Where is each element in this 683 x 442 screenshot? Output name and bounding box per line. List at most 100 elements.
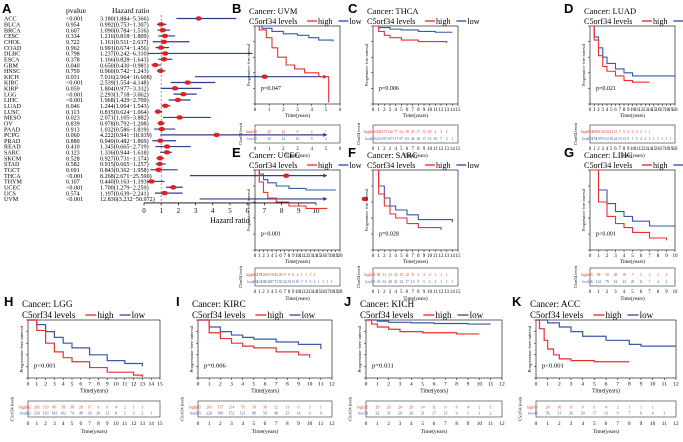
- km-y-axis-title: Progression−free interval: [189, 325, 194, 372]
- forest-point: [160, 39, 168, 44]
- forest-pvalue: 0.722: [66, 40, 80, 46]
- risk-x-axis-title: Time(years): [403, 154, 428, 159]
- risk-row-label-high: high: [527, 405, 535, 410]
- forest-pvalue: 0.107: [66, 180, 80, 186]
- risk-x-axis-title: Time(years): [81, 428, 108, 435]
- km-x-tick-label: 7: [411, 254, 414, 259]
- forest-cancer-label: MESO: [4, 116, 22, 122]
- risk-x-tick-label: 12: [439, 147, 444, 152]
- km-x-tick-label: 3: [389, 254, 392, 259]
- risk-count-high: 1: [640, 405, 642, 410]
- forest-pvalue: <0.001: [66, 17, 83, 23]
- km-x-tick-label: 4: [271, 254, 274, 259]
- risk-count-high: 2: [649, 273, 651, 277]
- km-pvalue: p=0.006: [379, 86, 399, 92]
- forest-hr-text: 1.345(0.665−2.719): [100, 144, 149, 151]
- km-x-tick-label: 12: [439, 108, 445, 113]
- forest-pvalue: 0.334: [66, 34, 80, 40]
- forest-point: [171, 86, 179, 91]
- risk-x-tick-label: 8: [286, 421, 289, 427]
- km-x-tick-label: 6: [614, 108, 617, 113]
- km-legend-low-label: low: [470, 310, 484, 320]
- risk-count-low: 38: [609, 137, 613, 141]
- km-x-tick-label: 15: [157, 382, 163, 388]
- risk-count-high: 175: [382, 130, 388, 134]
- risk-count-high: 4: [297, 273, 299, 277]
- forest-hr-text: 0.949(0.482−1.869): [100, 138, 149, 145]
- forest-point: [213, 132, 220, 138]
- forest-hr-text: 1.161(0.511−2.637): [100, 39, 148, 46]
- risk-y-axis-title: C5orf34 levels: [357, 265, 361, 288]
- forest-cancer-label: HNSC: [4, 69, 20, 75]
- risk-x-tick-label: 9: [292, 290, 295, 295]
- km-curve-low: [373, 169, 453, 222]
- risk-count-low: 1: [674, 280, 676, 284]
- risk-count-high: 185: [587, 273, 593, 277]
- km-title: Cancer: LGG: [22, 300, 73, 310]
- risk-count-low: 13: [604, 411, 608, 416]
- risk-count-high: 3: [309, 405, 311, 410]
- forest-point: [159, 27, 166, 33]
- risk-x-tick-label: 7: [88, 421, 91, 427]
- km-plot-frame: [372, 25, 459, 105]
- risk-count-low: 48: [388, 280, 392, 284]
- risk-count-high: 28: [279, 273, 283, 277]
- risk-count-low: 20: [287, 280, 291, 284]
- risk-count-low: 50: [279, 280, 283, 284]
- km-x-tick-label: 1: [377, 108, 380, 113]
- km-x-tick-label: 2: [282, 108, 285, 113]
- risk-table-frame: [535, 400, 677, 418]
- km-curve-low: [536, 319, 676, 347]
- km-pvalue: p=0.047: [261, 86, 281, 92]
- risk-x-tick-label: 5: [593, 421, 596, 427]
- forest-hr-text: 0.992(0.753−1.307): [100, 22, 149, 29]
- risk-x-tick-label: 6: [279, 290, 282, 295]
- km-x-tick-label: 5: [252, 382, 255, 388]
- risk-count-low: 1: [446, 280, 448, 284]
- km-x-tick-label: 1: [208, 382, 211, 388]
- forest-point: [161, 33, 169, 39]
- risk-x-tick-label: 8: [623, 147, 626, 152]
- km-x-axis-title: Time(years): [403, 258, 428, 265]
- risk-count-low: 63: [405, 137, 409, 141]
- km-x-tick-label: 18: [664, 108, 670, 113]
- forest-x-tick-label: 3: [194, 207, 198, 215]
- risk-count-low: 2: [434, 280, 436, 284]
- km-x-tick-label: 8: [623, 108, 626, 113]
- forest-x-tick-label: 7: [263, 207, 267, 215]
- forest-pvalue: 0.880: [66, 139, 80, 145]
- risk-x-tick-label: 2: [606, 290, 609, 295]
- km-x-tick-label: 14: [647, 108, 653, 113]
- km-x-tick-label: 6: [640, 254, 643, 259]
- panel-label-k: K: [512, 294, 522, 309]
- risk-x-tick-label: 2: [383, 147, 386, 152]
- risk-row-label-high: high: [357, 405, 365, 410]
- km-x-tick-label: 1: [258, 254, 261, 259]
- risk-x-axis-title: Time(years): [421, 428, 448, 435]
- forest-hr-text: 4.222(0.941−18.939): [100, 132, 152, 139]
- km-x-axis-title: Time(years): [420, 387, 448, 394]
- km-x-tick-label: 1: [593, 108, 596, 113]
- risk-count-high: 4: [467, 405, 469, 410]
- risk-x-axis-title: Time(years): [285, 154, 310, 159]
- risk-count-low: 1: [339, 137, 341, 141]
- km-x-tick-label: 2: [262, 254, 265, 259]
- risk-x-tick-label: 5: [421, 421, 424, 427]
- risk-count-low: 1: [661, 137, 663, 141]
- risk-row-label-low: low: [247, 280, 253, 284]
- km-x-tick-label: 10: [650, 382, 656, 388]
- forest-pvalue: 0.574: [66, 191, 80, 197]
- km-plot-frame: [372, 169, 459, 251]
- risk-x-tick-label: 10: [650, 421, 656, 427]
- risk-count-low: 117: [393, 137, 398, 141]
- km-x-tick-label: 1: [546, 382, 549, 388]
- km-plot-frame: [27, 319, 161, 379]
- forest-pvalue: 0.607: [66, 28, 80, 34]
- risk-count-low: 14: [297, 411, 301, 416]
- km-x-axis-title: Time(years): [620, 112, 645, 119]
- risk-table-frame: [254, 124, 341, 144]
- km-legend-high-label: high: [97, 310, 114, 320]
- forest-x-tick-label: 6: [245, 207, 249, 215]
- forest-pvalue: <0.001: [66, 92, 83, 98]
